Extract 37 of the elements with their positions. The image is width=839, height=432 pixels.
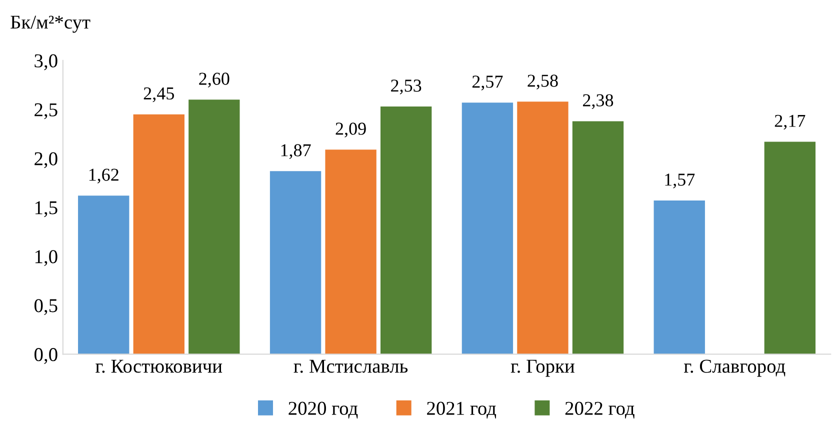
data-label: 2,58 xyxy=(528,74,558,90)
data-label: 2,53 xyxy=(391,80,422,94)
y-tick-label: 1,5 xyxy=(35,201,58,218)
y-tick-label: 0,0 xyxy=(34,348,58,364)
bar xyxy=(133,114,184,354)
y-tick-label: 2,5 xyxy=(34,103,58,120)
bar xyxy=(764,142,816,354)
x-tick-label: г. Мстиславль xyxy=(294,360,408,373)
data-label: 2,38 xyxy=(582,94,614,110)
y-tick-label: 0,5 xyxy=(34,299,58,316)
y-tick-label: 2,0 xyxy=(34,152,58,168)
x-tick-label: г. Костюковичи xyxy=(96,360,222,373)
data-label: 1,87 xyxy=(281,144,311,159)
data-label: 2,09 xyxy=(336,122,366,138)
bar xyxy=(380,106,432,354)
bar xyxy=(270,171,322,354)
data-label: 1,62 xyxy=(89,168,118,184)
data-label: 2,60 xyxy=(199,72,230,88)
y-axis-title: Бк/м²*сут xyxy=(10,16,90,33)
bar xyxy=(462,102,514,354)
legend-label: 2021 год xyxy=(427,402,496,418)
bar xyxy=(572,121,624,354)
bar xyxy=(325,150,376,354)
y-tick-label: 1,0 xyxy=(35,250,58,266)
data-label: 2,17 xyxy=(774,114,806,130)
bar xyxy=(654,200,705,354)
x-tick-label: г. Славгород xyxy=(684,360,786,377)
data-label: 2,57 xyxy=(472,76,503,90)
data-label: 1,57 xyxy=(665,174,695,188)
x-tick-label: г. Горки xyxy=(510,360,574,377)
legend-label: 2022 год xyxy=(565,402,634,418)
y-tick-label: 3,0 xyxy=(34,54,58,70)
bar xyxy=(78,196,130,354)
data-label: 2,45 xyxy=(144,87,174,102)
bar xyxy=(188,100,240,354)
bar xyxy=(517,102,568,354)
legend-label: 2020 год xyxy=(288,402,358,418)
